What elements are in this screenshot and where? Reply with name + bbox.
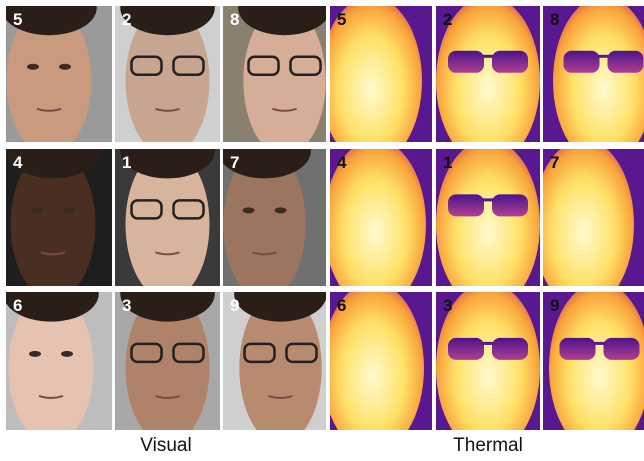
visual-tile: 7 (218, 124, 326, 300)
sunglasses (448, 194, 484, 216)
bridge (482, 342, 494, 345)
visual-tile: 2 (115, 0, 220, 156)
visual-caption: Visual (140, 435, 191, 456)
thermal-tile: 3 (436, 282, 540, 453)
eye (31, 207, 43, 213)
sunglasses (608, 51, 644, 73)
sunglasses (492, 194, 528, 216)
visual-label: 6 (13, 296, 22, 315)
visual-tile: 1 (115, 124, 220, 300)
thermal-tile: 8 (543, 0, 644, 165)
tile-content (218, 124, 326, 300)
visual-label: 5 (13, 10, 22, 29)
thermal-caption: Thermal (453, 435, 523, 456)
visual-label: 3 (122, 296, 131, 315)
sunglasses (492, 338, 528, 360)
thermal-face (320, 0, 422, 165)
thermal-label: 8 (550, 10, 559, 29)
thermal-label: 4 (337, 153, 347, 172)
visual-label: 9 (230, 296, 239, 315)
eye (59, 64, 71, 70)
tile-content (223, 266, 327, 443)
bridge (482, 55, 494, 58)
visual-tile: 6 (3, 266, 112, 443)
sunglasses (448, 51, 484, 73)
thermal-label: 1 (443, 153, 452, 172)
visual-label: 7 (230, 153, 239, 172)
visual-label: 2 (122, 10, 131, 29)
tile-content (115, 124, 220, 300)
visual-tile: 5 (1, 0, 112, 156)
eye (61, 351, 73, 357)
eye (29, 351, 41, 357)
eye (275, 207, 287, 213)
bridge (594, 342, 606, 345)
thermal-tile: 2 (436, 0, 540, 165)
tile-content (3, 266, 112, 443)
thermal-tile: 6 (322, 282, 432, 453)
sunglasses (564, 51, 600, 73)
visual-tile: 3 (115, 266, 220, 443)
bridge (598, 55, 610, 58)
eye (27, 64, 39, 70)
visual-label: 8 (230, 10, 239, 29)
thermal-label: 5 (337, 10, 346, 29)
sunglasses (492, 51, 528, 73)
bridge (482, 198, 494, 201)
thermal-label: 3 (443, 296, 452, 315)
thermal-tile: 7 (533, 139, 644, 309)
sunglasses (560, 338, 596, 360)
visual-label: 1 (122, 153, 131, 172)
thermal-label: 2 (443, 10, 452, 29)
sunglasses (448, 338, 484, 360)
visual-tile: 8 (223, 0, 331, 156)
visual-label: 4 (13, 153, 23, 172)
tile-content (5, 124, 112, 300)
tile-content (115, 266, 220, 443)
thermal-tile: 4 (324, 139, 432, 309)
thermal-tile: 5 (320, 0, 432, 165)
thermal-tile: 9 (543, 282, 644, 453)
thermal-tile: 1 (436, 139, 540, 309)
eye (63, 207, 75, 213)
thermal-label: 7 (550, 153, 559, 172)
visual-tile: 9 (223, 266, 327, 443)
eye (243, 207, 255, 213)
thermal-label: 9 (550, 296, 559, 315)
visual-tile: 4 (5, 124, 112, 300)
thermal-label: 6 (337, 296, 346, 315)
thermal-face (533, 139, 634, 309)
figure: Visual Thermal 5 2 8 4 1 7 6 3 9 5 2 8 4 1 7 6 3 9 (0, 0, 644, 461)
sunglasses (604, 338, 640, 360)
